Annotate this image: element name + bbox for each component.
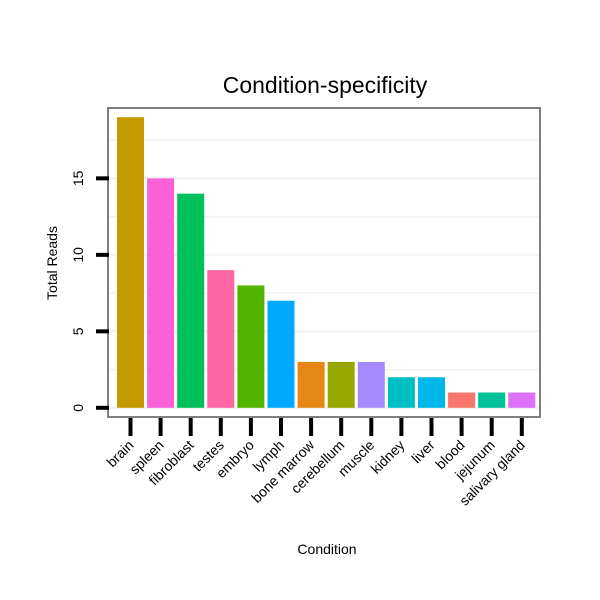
y-tick-label: 15 [70, 170, 86, 186]
x-axis-title: Condition [297, 541, 356, 557]
bar-brain [117, 117, 144, 408]
bar-liver [418, 377, 445, 408]
x-tick-label: kidney [368, 437, 408, 477]
bars [117, 117, 536, 408]
bar-fibroblast [177, 193, 205, 408]
y-axis-title: Total Reads [44, 226, 60, 300]
bar-testes [207, 270, 235, 408]
bar-spleen [147, 178, 175, 408]
bar-salivary-gland [508, 392, 536, 408]
x-axis: brainspleenfibroblasttestesembryolymphbo… [103, 418, 528, 509]
bar-jejunum [478, 392, 506, 408]
y-tick-label: 0 [70, 404, 86, 412]
plot-frame [107, 107, 541, 418]
bar-cerebellum [327, 361, 355, 408]
bar-bone-marrow [297, 361, 325, 408]
y-axis: 0 5 10 15 [70, 170, 109, 412]
bar-blood [448, 392, 476, 408]
chart-title: Condition-specificity [223, 72, 428, 98]
y-tick-label: 10 [70, 247, 86, 263]
bar-lymph [267, 300, 295, 408]
bar-kidney [387, 377, 415, 408]
bar-muscle [357, 361, 385, 408]
y-tick-label: 5 [70, 327, 86, 335]
bar-embryo [237, 285, 265, 408]
